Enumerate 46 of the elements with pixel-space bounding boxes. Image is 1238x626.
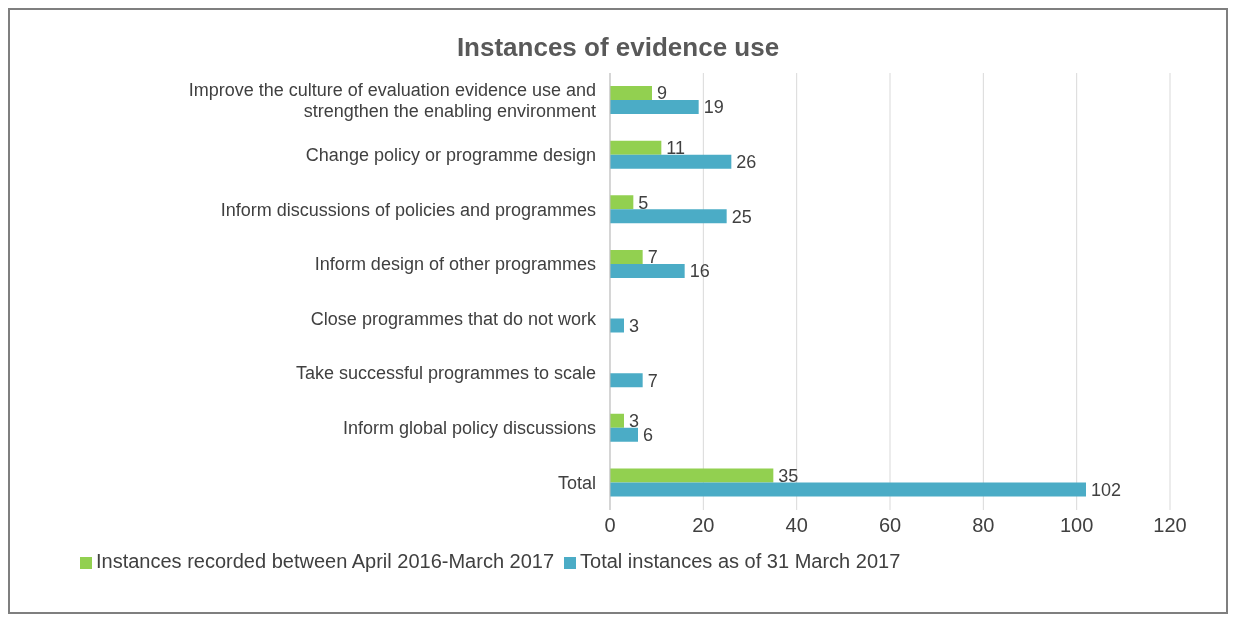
data-label: 35 [778,465,799,486]
bar [610,318,624,333]
y-tick-label: Close programmes that do not work [310,308,597,329]
y-tick-label: Change policy or programme design [305,144,596,165]
bar [610,86,652,100]
data-label: 3 [629,411,640,432]
y-tick-label: Total [557,472,596,493]
x-tick-label: 20 [692,514,715,537]
bar [610,427,638,442]
data-label: 7 [647,370,658,391]
bar [610,140,662,155]
data-label: 16 [689,261,710,282]
data-label: 6 [643,425,654,446]
x-tick-label: 100 [1059,514,1094,537]
x-tick-label: 80 [972,514,995,537]
chart-title: Instances of evidence use [455,32,781,63]
data-label: 26 [736,152,757,173]
data-label: 3 [629,315,640,336]
data-label: 25 [731,206,752,227]
bar [610,100,699,114]
bar [610,413,624,428]
bar [610,209,727,224]
bar [610,468,774,483]
y-tick-label: Improve the culture of evaluation evidence use and strengthen the enabling environment [188,79,596,121]
data-label: 102 [1091,479,1122,500]
y-tick-label: Inform global policy discussions [342,418,596,439]
y-tick-label: Take successful programmes to scale [295,363,596,384]
bar [610,195,634,210]
bar [610,482,1086,497]
bar [610,373,643,388]
data-label: 19 [703,97,724,118]
legend-label: Total instances as of 31 March 2017 [580,550,901,572]
data-label: 9 [657,83,668,104]
legend-label: Instances recorded between April 2016-March 2017 [96,550,555,572]
data-label: 11 [666,138,686,159]
bar [610,263,685,278]
y-tick-label: Inform design of other programmes [314,254,596,275]
y-tick-label: Inform discussions of policies and programmes [220,199,596,220]
x-tick-label: 60 [878,514,902,537]
x-tick-label: 40 [785,514,808,537]
bar [610,249,643,264]
x-tick-label: 120 [1153,514,1187,537]
data-label: 7 [647,247,658,268]
bar [610,154,732,169]
x-tick-label: 0 [604,514,616,537]
data-label: 5 [638,192,649,213]
